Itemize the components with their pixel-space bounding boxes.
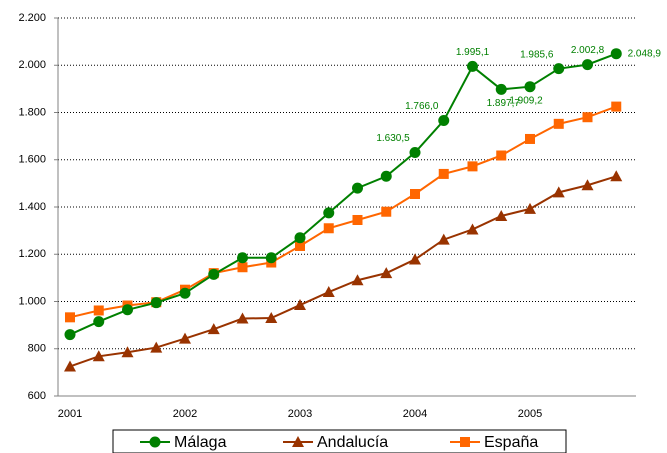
data-point (150, 341, 163, 353)
data-point (93, 305, 104, 316)
y-tick-label: 600 (28, 390, 46, 402)
data-label: 1.985,6 (520, 49, 554, 60)
data-point (265, 312, 278, 324)
series-line (69, 175, 617, 368)
data-point (381, 206, 392, 217)
data-point (295, 240, 305, 251)
data-point (466, 223, 479, 235)
legend-marker (292, 436, 304, 447)
data-label: 2.002,8 (571, 45, 605, 56)
data-point (553, 118, 564, 129)
y-tick-label: 1.000 (18, 295, 46, 307)
legend-label: España (484, 434, 538, 451)
y-tick-label: 1.800 (18, 106, 46, 118)
x-tick-label: 2004 (403, 408, 427, 420)
data-point (437, 233, 450, 245)
x-tick-label: 2005 (518, 408, 542, 420)
data-point (64, 360, 76, 372)
data-point (294, 299, 306, 311)
data-point (92, 350, 105, 362)
data-point (323, 207, 335, 219)
data-point (610, 48, 622, 60)
data-point (64, 329, 76, 341)
data-point (179, 332, 191, 344)
data-label: 1.630,5 (376, 133, 410, 144)
data-point (380, 170, 392, 182)
data-point (438, 168, 449, 179)
legend-label: Andalucía (317, 434, 388, 451)
x-tick-label: 2003 (288, 408, 312, 420)
data-point (207, 323, 220, 335)
data-point (524, 202, 536, 214)
data-point (467, 60, 478, 72)
data-point (582, 59, 593, 71)
y-tick-label: 800 (28, 343, 46, 355)
data-point (150, 297, 162, 309)
data-point (438, 115, 450, 127)
data-point (581, 179, 594, 191)
y-tick-label: 2.200 (18, 12, 46, 24)
data-point (236, 312, 249, 324)
x-tick-label: 2001 (58, 408, 82, 420)
data-point (122, 304, 133, 316)
data-point (409, 253, 421, 265)
data-point (495, 83, 507, 95)
legend-marker (149, 436, 161, 448)
data-point (552, 186, 565, 198)
data-point (553, 63, 565, 75)
data-point (352, 182, 363, 194)
data-point (525, 133, 535, 144)
data-point (409, 147, 421, 159)
data-point (410, 189, 420, 200)
data-point (265, 252, 277, 264)
y-tick-label: 1.200 (18, 248, 46, 260)
data-point (65, 312, 75, 323)
data-point (352, 214, 363, 225)
data-label: 1.766,0 (405, 101, 439, 112)
data-point (208, 268, 220, 280)
data-point (179, 287, 191, 299)
data-label: 1.909,2 (509, 95, 543, 106)
legend-box (112, 429, 567, 453)
data-point (322, 286, 335, 298)
data-point (237, 262, 248, 273)
legend-label: Málaga (174, 434, 227, 451)
data-point (380, 267, 393, 279)
legend-marker (460, 437, 470, 447)
data-point (237, 252, 248, 264)
data-label: 1.897,7 (487, 98, 521, 109)
y-tick-label: 2.000 (18, 59, 46, 71)
data-point (121, 346, 134, 358)
y-tick-label: 1.600 (18, 154, 46, 166)
data-point (496, 150, 507, 161)
data-point (524, 81, 536, 93)
data-point (323, 223, 334, 234)
data-point (610, 170, 623, 182)
y-tick-label: 1.400 (18, 201, 46, 213)
data-label: 1.995,1 (456, 47, 490, 58)
data-point (351, 274, 364, 286)
data-point (611, 101, 622, 112)
data-point (93, 316, 105, 328)
data-point (294, 232, 306, 244)
data-point (582, 112, 593, 123)
x-tick-label: 2002 (173, 408, 197, 420)
data-point (495, 209, 508, 221)
data-point (467, 161, 478, 172)
data-label: 2.048,9 (628, 48, 662, 59)
